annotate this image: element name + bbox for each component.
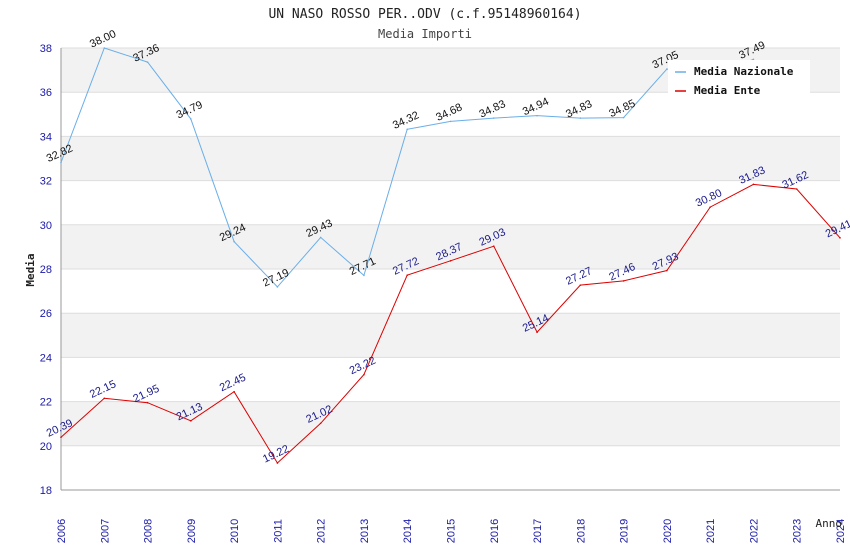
plot-band	[61, 136, 840, 181]
x-tick-label: 2010	[229, 519, 241, 543]
y-ticks: 18 20 22 24 26 28 30 32 34 36 38	[40, 43, 52, 497]
legend-label-ente: Media Ente	[694, 84, 761, 97]
plot-band	[61, 180, 840, 225]
data-point	[839, 237, 841, 239]
y-tick-label: 32	[40, 176, 52, 188]
y-tick-label: 30	[40, 220, 52, 232]
data-point	[406, 128, 409, 131]
data-point	[579, 117, 582, 119]
data-point	[363, 274, 365, 277]
plot-band	[61, 357, 840, 402]
x-tick-label: 2024	[835, 519, 847, 543]
plot-band	[61, 445, 840, 490]
x-tick-label: 2023	[792, 519, 804, 543]
y-tick-label: 26	[40, 308, 52, 320]
data-point	[622, 280, 625, 282]
data-point	[319, 422, 322, 425]
x-tick-label: 2013	[359, 519, 371, 543]
chart-subtitle: Media Importi	[378, 27, 472, 41]
data-point	[233, 390, 235, 393]
series-lines	[60, 47, 841, 464]
data-point	[103, 397, 106, 400]
data-point	[752, 183, 755, 186]
x-tick-label: 2006	[56, 519, 68, 543]
data-point	[60, 436, 62, 438]
plot-band	[61, 224, 840, 269]
data-point	[146, 401, 149, 404]
x-tick-label: 2015	[446, 519, 458, 543]
x-tick-label: 2012	[316, 519, 328, 543]
x-tick-label: 2007	[99, 519, 111, 543]
plot-band	[61, 313, 840, 358]
data-point	[752, 58, 755, 61]
y-tick-label: 18	[40, 485, 52, 497]
y-tick-label: 20	[40, 441, 52, 453]
plot-bands	[61, 48, 840, 490]
x-tick-label: 2022	[748, 519, 760, 543]
data-point	[536, 331, 538, 334]
plot-band	[61, 401, 840, 446]
x-tick-label: 2019	[619, 519, 631, 543]
x-tick-label: 2009	[186, 519, 198, 543]
y-tick-label: 28	[40, 264, 52, 276]
data-point	[276, 286, 279, 288]
data-point	[449, 120, 452, 123]
x-ticks: 2006 2007 2008 2009 2010 2011 2012 2013 2014 2015…	[56, 519, 847, 543]
data-point	[319, 236, 322, 239]
x-tick-label: 2021	[705, 519, 717, 543]
x-tick-label: 2008	[143, 519, 155, 543]
chart-title: UN NASO ROSSO PER..ODV (c.f.95148960164)	[268, 7, 581, 22]
legend-box	[668, 60, 810, 96]
data-point	[666, 68, 668, 70]
data-point	[146, 61, 149, 63]
data-label: 38.00	[88, 28, 118, 51]
axes	[60, 48, 840, 491]
y-tick-label: 24	[40, 352, 52, 364]
y-tick-label: 38	[40, 43, 52, 55]
data-point	[449, 260, 452, 262]
data-point	[492, 245, 495, 248]
plot-band	[61, 269, 840, 314]
data-point	[190, 118, 192, 120]
x-tick-label: 2014	[402, 519, 414, 543]
data-point	[579, 284, 582, 286]
x-tick-label: 2011	[272, 519, 284, 543]
data-point	[60, 161, 62, 164]
x-tick-label: 2018	[575, 519, 587, 543]
legend: Media Nazionale Media Ente	[668, 60, 810, 97]
y-tick-label: 36	[40, 87, 52, 99]
data-point	[276, 462, 279, 464]
data-point	[406, 274, 409, 276]
plot-band	[61, 92, 840, 137]
data-point	[233, 240, 235, 243]
data-point	[709, 206, 711, 208]
y-tick-label: 34	[40, 131, 52, 143]
x-axis-label: Anno	[816, 517, 843, 530]
x-tick-label: 2020	[662, 519, 674, 543]
x-tick-label: 2017	[532, 519, 544, 543]
data-point	[492, 117, 495, 119]
data-point	[622, 116, 625, 119]
data-point	[363, 373, 365, 376]
data-point	[795, 188, 798, 190]
data-point	[666, 269, 668, 272]
y-tick-label: 22	[40, 397, 52, 409]
y-axis-label: Media	[24, 253, 37, 286]
data-point	[536, 114, 538, 117]
legend-label-nazionale: Media Nazionale	[694, 65, 794, 78]
x-tick-label: 2016	[489, 519, 501, 543]
data-point	[103, 47, 106, 49]
data-point	[190, 420, 192, 422]
